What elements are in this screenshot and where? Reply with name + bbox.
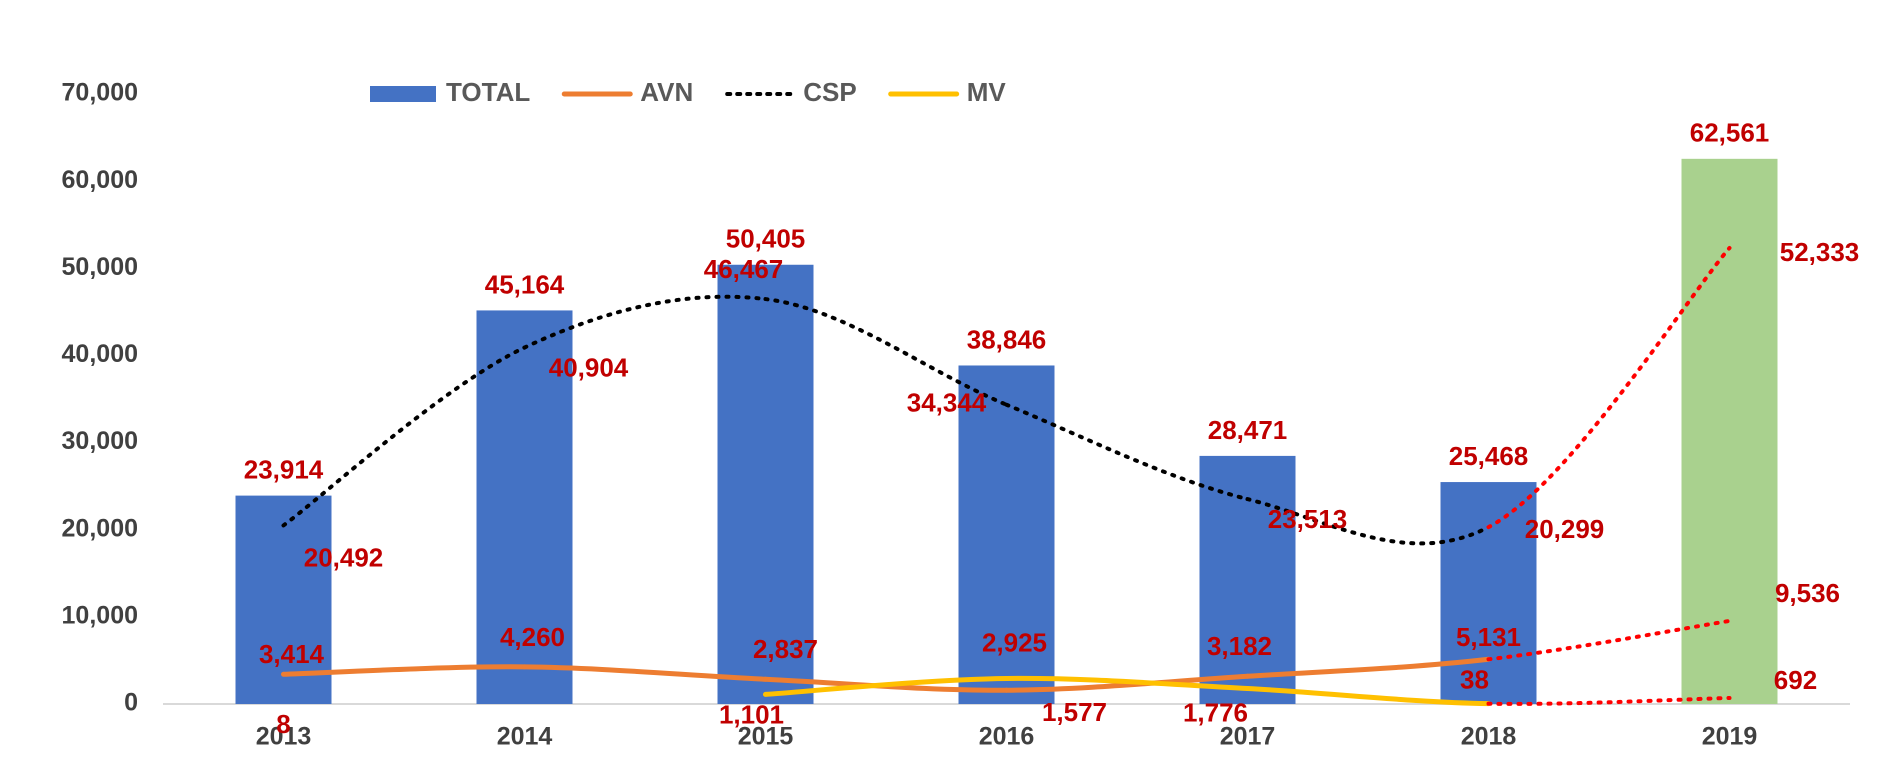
data-label: 3,182: [1207, 631, 1272, 661]
x-tick-label: 2015: [738, 723, 794, 751]
bar: [958, 365, 1055, 704]
data-label: 23,513: [1268, 504, 1348, 534]
line-segment: [1486, 695, 1732, 706]
data-label: 20,492: [304, 542, 384, 572]
data-label: 45,164: [485, 269, 565, 299]
line-segment: [1245, 656, 1491, 679]
x-tick-label: 2019: [1702, 723, 1758, 751]
data-label: 25,468: [1449, 441, 1529, 471]
data-label: 2,837: [753, 634, 818, 664]
line-segment: [1245, 497, 1491, 546]
y-tick-label: 30,000: [62, 427, 138, 455]
line-segment: [1486, 618, 1732, 662]
line-segment: [281, 664, 527, 677]
x-tick-label: 2018: [1461, 723, 1517, 751]
data-label: 50,405: [726, 224, 806, 254]
x-tick-label: 2017: [1220, 723, 1276, 751]
line-segment: [1004, 402, 1250, 502]
line-segment: [1486, 245, 1732, 530]
data-label: 52,333: [1780, 237, 1860, 267]
bar: [717, 264, 814, 704]
line-segment: [281, 345, 527, 528]
bar: [1199, 455, 1296, 704]
y-tick-label: 70,000: [62, 79, 138, 107]
line-segment: [1004, 675, 1250, 692]
bar: [1681, 158, 1778, 705]
line-segment: [522, 664, 768, 682]
x-tick-label: 2013: [256, 723, 312, 751]
x-tick-label: 2014: [497, 723, 553, 751]
data-label: 8: [276, 709, 290, 739]
line-segment: [763, 297, 1009, 407]
data-label: 1,776: [1183, 697, 1248, 727]
y-tick-label: 0: [124, 689, 138, 717]
line-segment: [763, 676, 1009, 697]
legend-label: CSP: [803, 77, 856, 107]
data-label: 9,536: [1775, 578, 1840, 608]
data-label: 28,471: [1208, 415, 1288, 445]
legend-label: AVN: [640, 77, 693, 107]
data-label: 62,561: [1690, 118, 1770, 148]
x-tick-label: 2016: [979, 723, 1035, 751]
y-tick-label: 40,000: [62, 340, 138, 368]
bar: [476, 310, 573, 704]
bar: [235, 495, 332, 704]
legend-swatch: [370, 86, 436, 102]
line-segment: [1004, 673, 1250, 693]
data-label: 1,101: [719, 699, 784, 729]
y-tick-label: 10,000: [62, 601, 138, 629]
y-tick-label: 50,000: [62, 253, 138, 281]
line-segment: [1245, 686, 1491, 707]
data-label: 46,467: [704, 254, 784, 284]
legend-label: TOTAL: [446, 77, 530, 107]
data-label: 692: [1774, 665, 1817, 695]
data-label: 2,925: [982, 627, 1047, 657]
data-label: 38: [1460, 665, 1489, 695]
line-segment: [522, 294, 768, 350]
data-label: 5,131: [1456, 622, 1521, 652]
legend-label: MV: [967, 77, 1007, 107]
data-label: 40,904: [549, 352, 629, 382]
data-label: 4,260: [500, 622, 565, 652]
data-label: 34,344: [907, 388, 987, 418]
data-label: 20,299: [1525, 514, 1605, 544]
data-label: 38,846: [967, 324, 1047, 354]
data-label: 23,914: [244, 454, 324, 484]
data-label: 1,577: [1042, 697, 1107, 727]
y-tick-label: 20,000: [62, 514, 138, 542]
y-tick-label: 60,000: [62, 166, 138, 194]
data-label: 3,414: [259, 639, 325, 669]
bar: [1440, 482, 1537, 704]
